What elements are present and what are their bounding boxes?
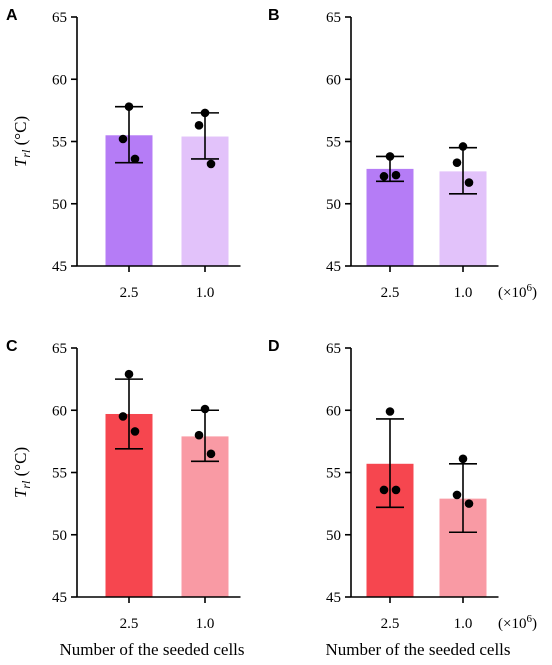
x-tick-label: 1.0 — [454, 285, 473, 301]
y-tick-label: 50 — [326, 528, 341, 544]
y-tick-label: 55 — [326, 135, 341, 151]
x-axis-label: Number of the seeded cells — [325, 640, 510, 659]
data-point — [385, 152, 395, 161]
panel-letter: C — [6, 338, 18, 355]
y-tick-label: 45 — [52, 259, 67, 275]
x-tick-label: 2.5 — [120, 616, 139, 632]
y-tick-label: 50 — [326, 197, 341, 213]
data-point — [464, 178, 474, 187]
data-point — [200, 404, 210, 414]
x-tick-label: 2.5 — [381, 616, 400, 632]
data-point — [194, 430, 204, 440]
x-axis-label: Number of the seeded cells — [59, 640, 244, 659]
bar-2.5 — [366, 168, 414, 266]
data-point — [458, 142, 468, 151]
data-point — [464, 499, 474, 508]
data-point — [379, 485, 389, 495]
y-tick-label: 65 — [326, 341, 341, 357]
panel-d: D 45 50 55 60 65 2.5 1.0 (×106) Number of the see… — [268, 338, 537, 659]
x-tick-label: 1.0 — [196, 616, 215, 632]
data-point — [206, 449, 216, 459]
data-point — [130, 154, 140, 164]
y-tick-label: 45 — [326, 259, 341, 275]
y-tick-label: 65 — [52, 10, 67, 26]
y-tick-label: 60 — [52, 72, 67, 88]
y-tick-label: 45 — [52, 590, 67, 606]
y-tick-label: 65 — [52, 341, 67, 357]
x-tick-label: 1.0 — [196, 285, 215, 301]
data-point — [458, 454, 468, 464]
y-tick-label: 50 — [52, 528, 67, 544]
x-tick-label: 1.0 — [454, 616, 473, 632]
data-point — [130, 427, 140, 436]
data-point — [200, 108, 210, 118]
data-point — [194, 121, 204, 130]
y-axis-label: Trl (°C) — [11, 116, 33, 167]
x-unit-note: (×106) — [498, 282, 537, 301]
y-tick-label: 55 — [52, 135, 67, 151]
x-tick-label: 2.5 — [381, 285, 400, 301]
data-point — [124, 102, 134, 111]
data-point — [118, 134, 128, 144]
y-tick-label: 55 — [52, 466, 67, 482]
y-tick-label: 60 — [326, 403, 341, 419]
y-tick-label: 65 — [326, 10, 341, 26]
bar-1.0 — [181, 436, 229, 597]
data-point — [124, 369, 134, 379]
data-point — [379, 172, 389, 181]
data-point — [452, 490, 462, 500]
y-tick-label: 45 — [326, 590, 341, 606]
data-point — [452, 158, 462, 167]
y-axis-label: Trl (°C) — [11, 447, 33, 498]
panel-a: A 45 50 55 60 65 2.5 1.0 Trl (°C) — [6, 7, 241, 301]
x-unit-note: (×106) — [498, 613, 537, 632]
y-tick-label: 60 — [326, 72, 341, 88]
y-tick-label: 50 — [52, 197, 67, 213]
y-tick-label: 60 — [52, 403, 67, 419]
panel-letter: D — [268, 338, 280, 355]
y-tick-label: 55 — [326, 466, 341, 482]
data-point — [391, 485, 401, 495]
panel-b: B 45 50 55 60 65 2.5 1.0 (×106) — [268, 7, 537, 301]
panel-letter: B — [268, 7, 280, 24]
x-tick-label: 2.5 — [120, 285, 139, 301]
data-point — [206, 159, 216, 169]
data-point — [385, 407, 395, 416]
panel-c: C 45 50 55 60 65 2.5 1.0 Trl (°C) Number of the s… — [6, 338, 245, 659]
panel-letter: A — [6, 7, 18, 24]
data-point — [391, 170, 401, 180]
data-point — [118, 412, 128, 421]
